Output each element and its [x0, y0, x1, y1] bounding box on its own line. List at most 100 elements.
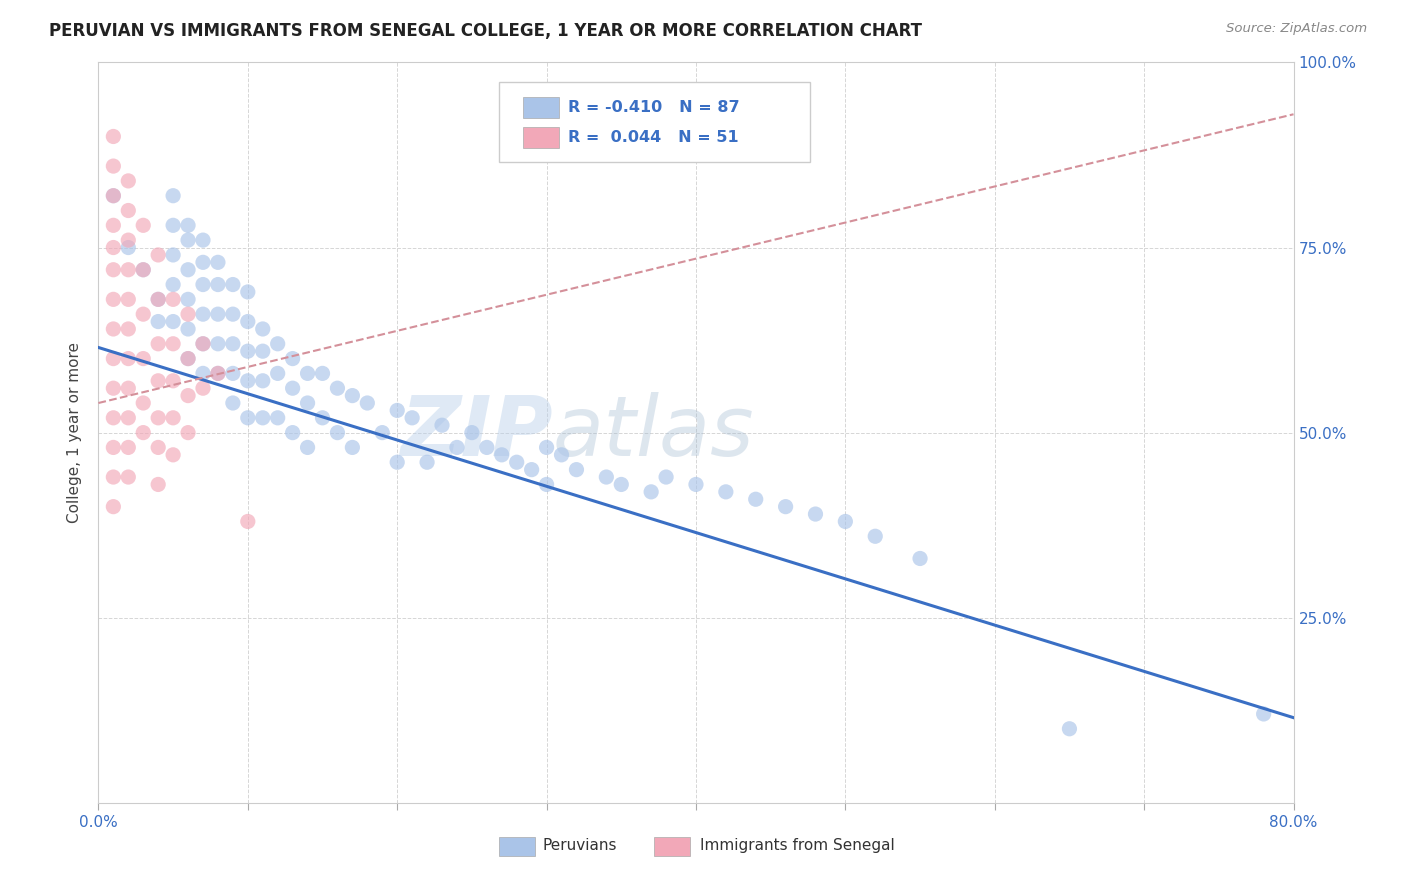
Point: [103, 470, 125, 484]
Point: [326, 381, 349, 395]
Point: [191, 233, 214, 247]
Point: [371, 425, 394, 440]
Point: [1059, 722, 1081, 736]
Point: [550, 448, 572, 462]
Point: [520, 462, 543, 476]
FancyBboxPatch shape: [523, 127, 558, 147]
Point: [103, 293, 125, 307]
Point: [536, 441, 558, 455]
Point: [177, 322, 200, 336]
Point: [297, 441, 319, 455]
Point: [506, 455, 529, 469]
Point: [177, 307, 200, 321]
Point: [117, 233, 139, 247]
Point: [236, 515, 259, 529]
Point: [132, 262, 155, 277]
Point: [326, 425, 349, 440]
Point: [252, 344, 274, 359]
Point: [311, 367, 333, 381]
Point: [252, 410, 274, 425]
Point: [236, 374, 259, 388]
Point: [117, 410, 139, 425]
Point: [191, 336, 214, 351]
Point: [565, 462, 588, 476]
Point: [297, 396, 319, 410]
Point: [103, 500, 125, 514]
Point: [103, 240, 125, 255]
Point: [162, 448, 184, 462]
Point: [177, 351, 200, 366]
Point: [117, 203, 139, 218]
Point: [103, 381, 125, 395]
Point: [342, 441, 364, 455]
Point: [908, 551, 931, 566]
Point: [385, 403, 409, 417]
Point: [103, 188, 125, 202]
Point: [162, 336, 184, 351]
Point: [207, 277, 229, 292]
Point: [177, 262, 200, 277]
Point: [536, 477, 558, 491]
FancyBboxPatch shape: [499, 837, 534, 856]
Point: [162, 277, 184, 292]
Point: [148, 477, 170, 491]
Text: atlas: atlas: [553, 392, 754, 473]
Point: [685, 477, 707, 491]
Point: [162, 374, 184, 388]
Point: [236, 344, 259, 359]
Point: [148, 293, 170, 307]
Point: [745, 492, 768, 507]
Point: [446, 441, 468, 455]
Point: [162, 410, 184, 425]
Point: [117, 441, 139, 455]
Point: [103, 159, 125, 173]
Point: [1253, 706, 1275, 721]
Point: [267, 336, 290, 351]
Point: [207, 307, 229, 321]
Point: [132, 425, 155, 440]
Point: [222, 307, 245, 321]
Point: [132, 351, 155, 366]
Point: [117, 351, 139, 366]
Point: [222, 367, 245, 381]
Point: [191, 307, 214, 321]
Point: [177, 233, 200, 247]
Point: [177, 351, 200, 366]
Point: [252, 322, 274, 336]
Point: [103, 410, 125, 425]
Point: [148, 374, 170, 388]
Point: [162, 248, 184, 262]
Point: [430, 418, 453, 433]
Point: [132, 396, 155, 410]
Text: R =  0.044   N = 51: R = 0.044 N = 51: [568, 129, 738, 145]
Point: [281, 351, 304, 366]
Point: [461, 425, 484, 440]
Point: [401, 410, 423, 425]
Point: [103, 322, 125, 336]
Point: [117, 240, 139, 255]
Point: [162, 314, 184, 328]
Point: [416, 455, 439, 469]
Point: [132, 219, 155, 233]
Point: [148, 410, 170, 425]
Point: [162, 188, 184, 202]
Point: [191, 336, 214, 351]
Point: [865, 529, 887, 543]
Point: [177, 388, 200, 402]
Point: [132, 307, 155, 321]
Point: [148, 248, 170, 262]
Point: [103, 129, 125, 144]
Point: [222, 396, 245, 410]
Point: [610, 477, 633, 491]
Point: [117, 174, 139, 188]
Text: ZIP: ZIP: [399, 392, 553, 473]
Point: [103, 188, 125, 202]
Point: [191, 381, 214, 395]
Point: [222, 277, 245, 292]
Text: PERUVIAN VS IMMIGRANTS FROM SENEGAL COLLEGE, 1 YEAR OR MORE CORRELATION CHART: PERUVIAN VS IMMIGRANTS FROM SENEGAL COLL…: [49, 22, 922, 40]
Point: [267, 410, 290, 425]
Point: [595, 470, 617, 484]
Text: Source: ZipAtlas.com: Source: ZipAtlas.com: [1226, 22, 1367, 36]
Point: [281, 425, 304, 440]
FancyBboxPatch shape: [523, 97, 558, 118]
